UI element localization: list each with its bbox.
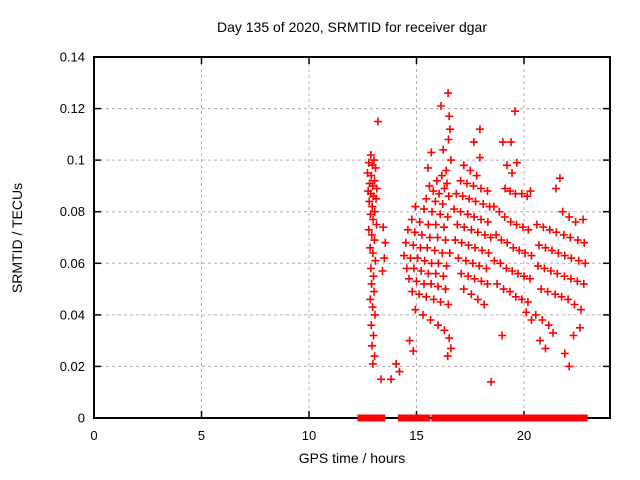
svg-text:0.08: 0.08 [60,204,85,219]
svg-text:5: 5 [198,428,205,443]
svg-text:0.14: 0.14 [60,50,85,65]
svg-text:0.02: 0.02 [60,359,85,374]
x-axis-label: GPS time / hours [298,450,406,466]
svg-text:0.12: 0.12 [60,101,85,116]
svg-text:0: 0 [90,428,97,443]
svg-text:0.06: 0.06 [60,256,85,271]
svg-text:0: 0 [78,411,85,426]
svg-text:15: 15 [409,428,423,443]
chart-title: Day 135 of 2020, SRMTID for receiver dga… [216,19,487,35]
svg-text:10: 10 [302,428,316,443]
svg-text:0.1: 0.1 [67,153,85,168]
svg-text:20: 20 [517,428,531,443]
svg-text:0.04: 0.04 [60,307,85,322]
